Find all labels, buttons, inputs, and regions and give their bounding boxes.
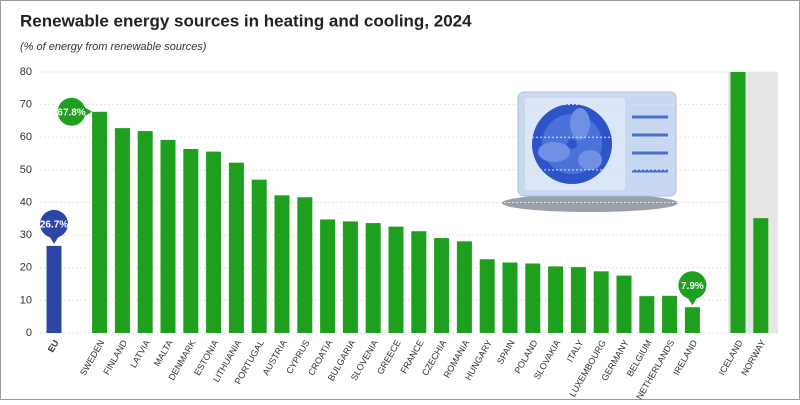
bar <box>639 296 655 333</box>
bar <box>502 262 518 333</box>
value-callout: 7.9% <box>678 271 707 306</box>
bar <box>662 295 678 333</box>
heat-pump-icon <box>502 91 678 212</box>
callout-bubble <box>57 97 86 126</box>
chart-subtitle: (% of energy from renewable sources) <box>20 41 207 53</box>
bar <box>274 195 290 333</box>
bar <box>388 226 404 333</box>
data-label: 26.7% <box>40 220 68 231</box>
bar <box>434 238 450 333</box>
bar <box>320 219 336 333</box>
bar <box>753 218 769 333</box>
callout-pointer <box>83 106 93 117</box>
bar <box>456 241 472 333</box>
bar <box>206 151 222 333</box>
bar <box>342 221 358 333</box>
callout-pointer <box>687 297 698 306</box>
y-tick-label: 10 <box>20 294 32 306</box>
y-tick-label: 0 <box>26 327 32 339</box>
bar <box>137 131 153 333</box>
bar <box>525 263 541 333</box>
bar <box>684 307 700 333</box>
bar <box>251 179 267 333</box>
bar <box>479 259 495 333</box>
y-tick-label: 30 <box>20 229 32 241</box>
bar <box>46 245 62 333</box>
bar <box>593 271 609 333</box>
bar <box>160 139 176 333</box>
bar <box>411 231 427 333</box>
y-tick-label: 70 <box>20 99 32 111</box>
bar <box>616 275 632 333</box>
callout-bubble <box>678 271 707 300</box>
y-tick-label: 40 <box>20 196 32 208</box>
bar <box>114 128 130 333</box>
y-tick-label: 60 <box>20 131 32 143</box>
bar <box>548 266 564 333</box>
callout-pointer <box>49 235 59 244</box>
value-callout: 67.8% <box>57 97 93 126</box>
bar <box>92 111 108 334</box>
bar <box>297 197 313 333</box>
chart-title: Renewable energy sources in heating and … <box>20 11 472 30</box>
y-tick-label: 80 <box>20 66 32 78</box>
data-label: 67.8% <box>57 107 85 118</box>
bar <box>183 148 199 333</box>
data-label: 7.9% <box>681 281 704 292</box>
callout-bubble <box>40 209 68 238</box>
value-callout: 26.7% <box>40 209 68 244</box>
y-tick-label: 20 <box>20 262 32 274</box>
y-tick-label: 50 <box>20 164 32 176</box>
bar <box>730 72 746 333</box>
bar <box>228 162 244 333</box>
bar <box>570 267 586 333</box>
bar <box>365 223 381 333</box>
